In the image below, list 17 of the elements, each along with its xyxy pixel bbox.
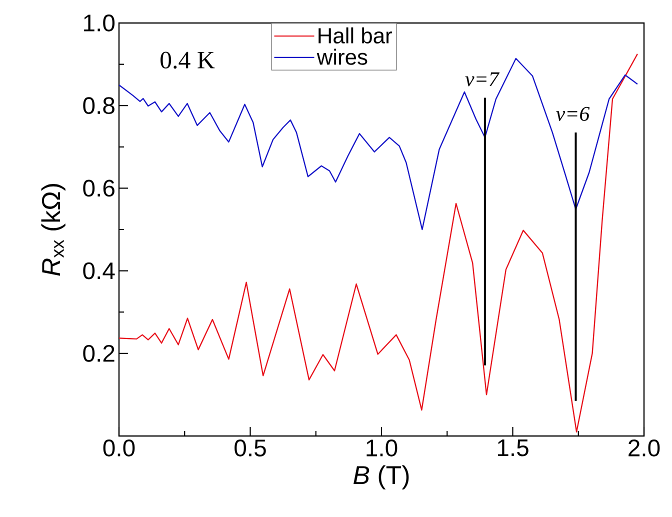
y-tick-label: 0.8 — [83, 97, 114, 114]
y-axis-title: R$_{xx}$ (kΩ) — [41, 184, 66, 276]
x-tick-label: 1.5 — [498, 440, 528, 456]
annotation: ν=6 — [556, 106, 590, 121]
annotation: 0.4 K — [160, 52, 215, 69]
legend-label: wires — [316, 48, 368, 65]
x-tick-label: 1.0 — [366, 440, 398, 456]
x-tick-label: 0.5 — [234, 440, 266, 456]
y-tick-label: 0.2 — [83, 344, 114, 362]
y-tick-label: 0.4 — [83, 262, 115, 280]
x-tick-label: 2.0 — [628, 440, 660, 456]
y-tick-label: 1.0 — [84, 14, 115, 32]
y-tick-label: 0.6 — [83, 180, 114, 197]
annotation: ν=7 — [465, 72, 500, 86]
x-tick-label: 0.0 — [103, 440, 135, 456]
x-axis-title: B (T) — [354, 465, 409, 490]
legend-label: Hall bar — [318, 27, 392, 44]
